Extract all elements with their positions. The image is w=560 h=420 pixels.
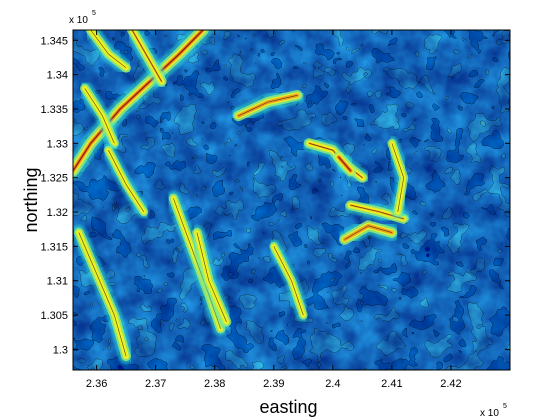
y-tick-label-7: 1.335 bbox=[40, 104, 68, 116]
x-tick-label-2: 2.38 bbox=[204, 378, 225, 390]
y-tick-label-2: 1.31 bbox=[47, 276, 68, 288]
x-axis-multiplier: x 10 bbox=[480, 408, 499, 419]
x-tick-label-5: 2.41 bbox=[381, 378, 402, 390]
y-tick-label-5: 1.325 bbox=[40, 173, 68, 185]
x-axis-label: easting bbox=[259, 397, 317, 417]
y-tick-label-1: 1.305 bbox=[40, 310, 68, 322]
y-tick-label-9: 1.345 bbox=[40, 35, 68, 47]
y-tick-label-6: 1.33 bbox=[47, 138, 68, 150]
x-tick-label-0: 2.36 bbox=[86, 378, 107, 390]
x-tick-label-1: 2.37 bbox=[145, 378, 166, 390]
y-axis-multiplier-exponent: 5 bbox=[92, 10, 96, 17]
x-tick-label-6: 2.42 bbox=[440, 378, 461, 390]
y-axis-label: northing bbox=[21, 167, 41, 232]
y-tick-label-0: 1.3 bbox=[53, 344, 68, 356]
x-tick-label-4: 2.4 bbox=[325, 378, 340, 390]
y-tick-label-8: 1.34 bbox=[47, 70, 68, 82]
y-tick-label-3: 1.315 bbox=[40, 241, 68, 253]
y-tick-label-4: 1.32 bbox=[47, 207, 68, 219]
x-tick-label-3: 2.39 bbox=[263, 378, 284, 390]
y-axis-multiplier: x 10 bbox=[69, 15, 88, 26]
x-axis-multiplier-exponent: 5 bbox=[503, 403, 507, 410]
plot-area bbox=[73, 30, 510, 370]
